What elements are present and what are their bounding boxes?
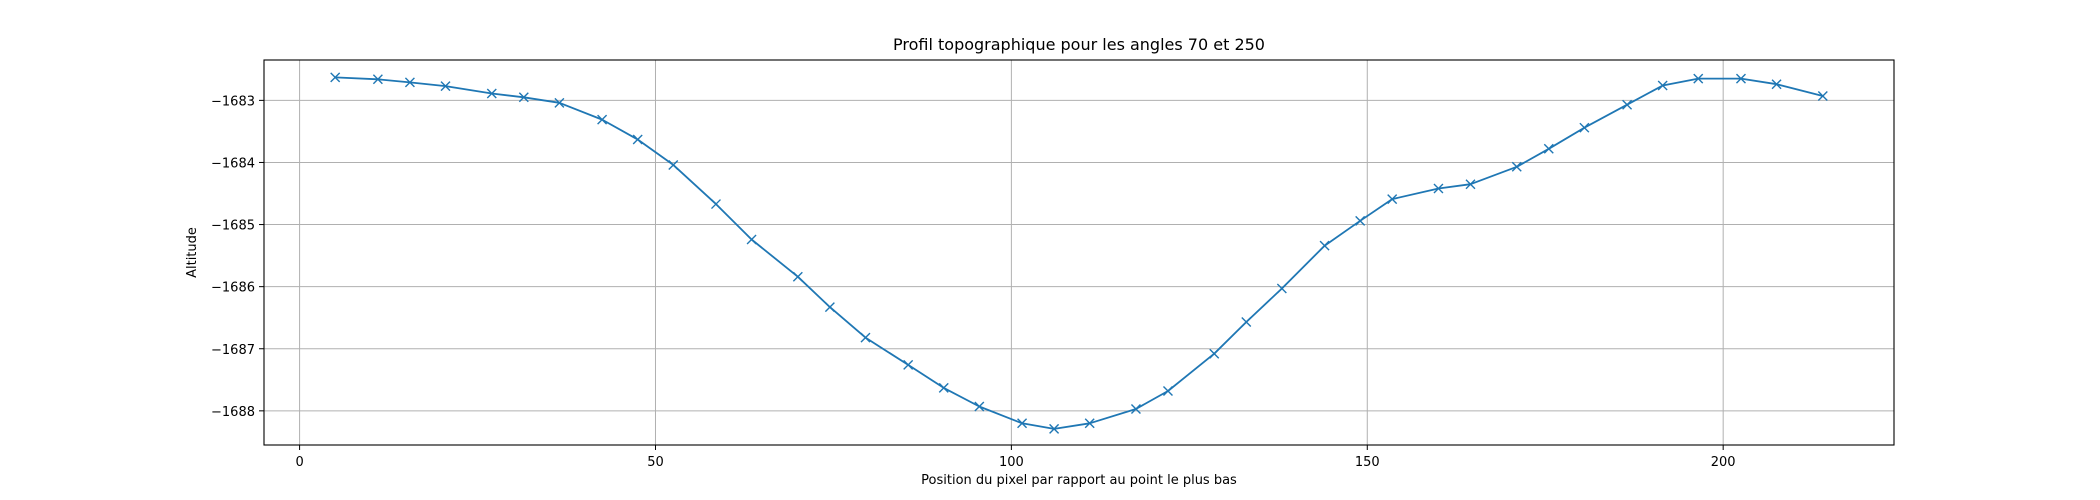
altitude-profile-line — [335, 76, 1824, 430]
data-point-marker — [1657, 80, 1668, 91]
data-point-marker — [404, 77, 415, 88]
x-tick-label: 100 — [999, 455, 1024, 470]
data-point-marker — [1241, 317, 1252, 328]
x-tick-label: 150 — [1355, 455, 1380, 470]
data-point-marker — [1735, 73, 1746, 84]
data-point-marker — [372, 74, 383, 85]
data-point-marker — [1817, 91, 1828, 102]
data-point-marker — [554, 97, 565, 108]
chart-title: Profil topographique pour les angles 70 … — [893, 35, 1265, 54]
data-point-marker — [1693, 73, 1704, 84]
data-point-marker — [1162, 385, 1173, 396]
data-point-marker — [1387, 194, 1398, 205]
data-point-marker — [597, 114, 608, 125]
x-tick-label: 200 — [1711, 455, 1736, 470]
data-point-marker — [1017, 418, 1028, 429]
axis-ticks: 0 50 100 150 200 −1688 −1687 −1686 −1685 −1684 −16… — [211, 94, 1736, 470]
data-point-marker — [746, 234, 757, 245]
data-point-marker — [1465, 179, 1476, 190]
y-tick-label: −1688 — [211, 405, 255, 420]
data-point-marker — [1579, 122, 1590, 133]
data-point-marker — [1511, 161, 1522, 172]
data-point-marker — [1319, 240, 1330, 251]
data-markers — [330, 72, 1828, 434]
y-tick-label: −1685 — [211, 219, 255, 234]
data-point-marker — [974, 401, 985, 412]
data-point-marker — [486, 88, 497, 99]
data-point-marker — [518, 92, 529, 103]
data-point-marker — [1130, 403, 1141, 414]
data-point-marker — [903, 359, 914, 370]
data-point-marker — [1543, 143, 1554, 154]
data-point-marker — [1622, 99, 1633, 110]
plot-frame — [263, 59, 1895, 446]
x-tick-label: 0 — [295, 455, 303, 470]
data-point-marker — [860, 332, 871, 343]
y-tick-label: −1684 — [211, 156, 255, 171]
y-tick-label: −1687 — [211, 343, 255, 358]
y-axis-label: Altitude — [185, 227, 200, 278]
x-tick-label: 50 — [647, 455, 664, 470]
data-point-marker — [710, 199, 721, 210]
data-point-marker — [938, 382, 949, 393]
y-tick-label: −1683 — [211, 94, 255, 109]
data-point-marker — [1433, 183, 1444, 194]
data-point-marker — [632, 134, 643, 145]
data-point-marker — [1276, 283, 1287, 294]
data-point-marker — [440, 81, 451, 92]
x-axis-label: Position du pixel par rapport au point l… — [921, 473, 1237, 488]
data-point-marker — [668, 159, 679, 170]
y-tick-label: −1686 — [211, 281, 255, 296]
data-point-marker — [1771, 79, 1782, 90]
data-point-marker — [792, 271, 803, 282]
data-point-marker — [1209, 348, 1220, 359]
data-point-marker — [824, 302, 835, 313]
grid — [264, 60, 1894, 445]
data-point-marker — [1049, 423, 1060, 434]
data-point-marker — [1355, 215, 1366, 226]
data-point-marker — [330, 72, 341, 83]
data-point-marker — [1084, 418, 1095, 429]
